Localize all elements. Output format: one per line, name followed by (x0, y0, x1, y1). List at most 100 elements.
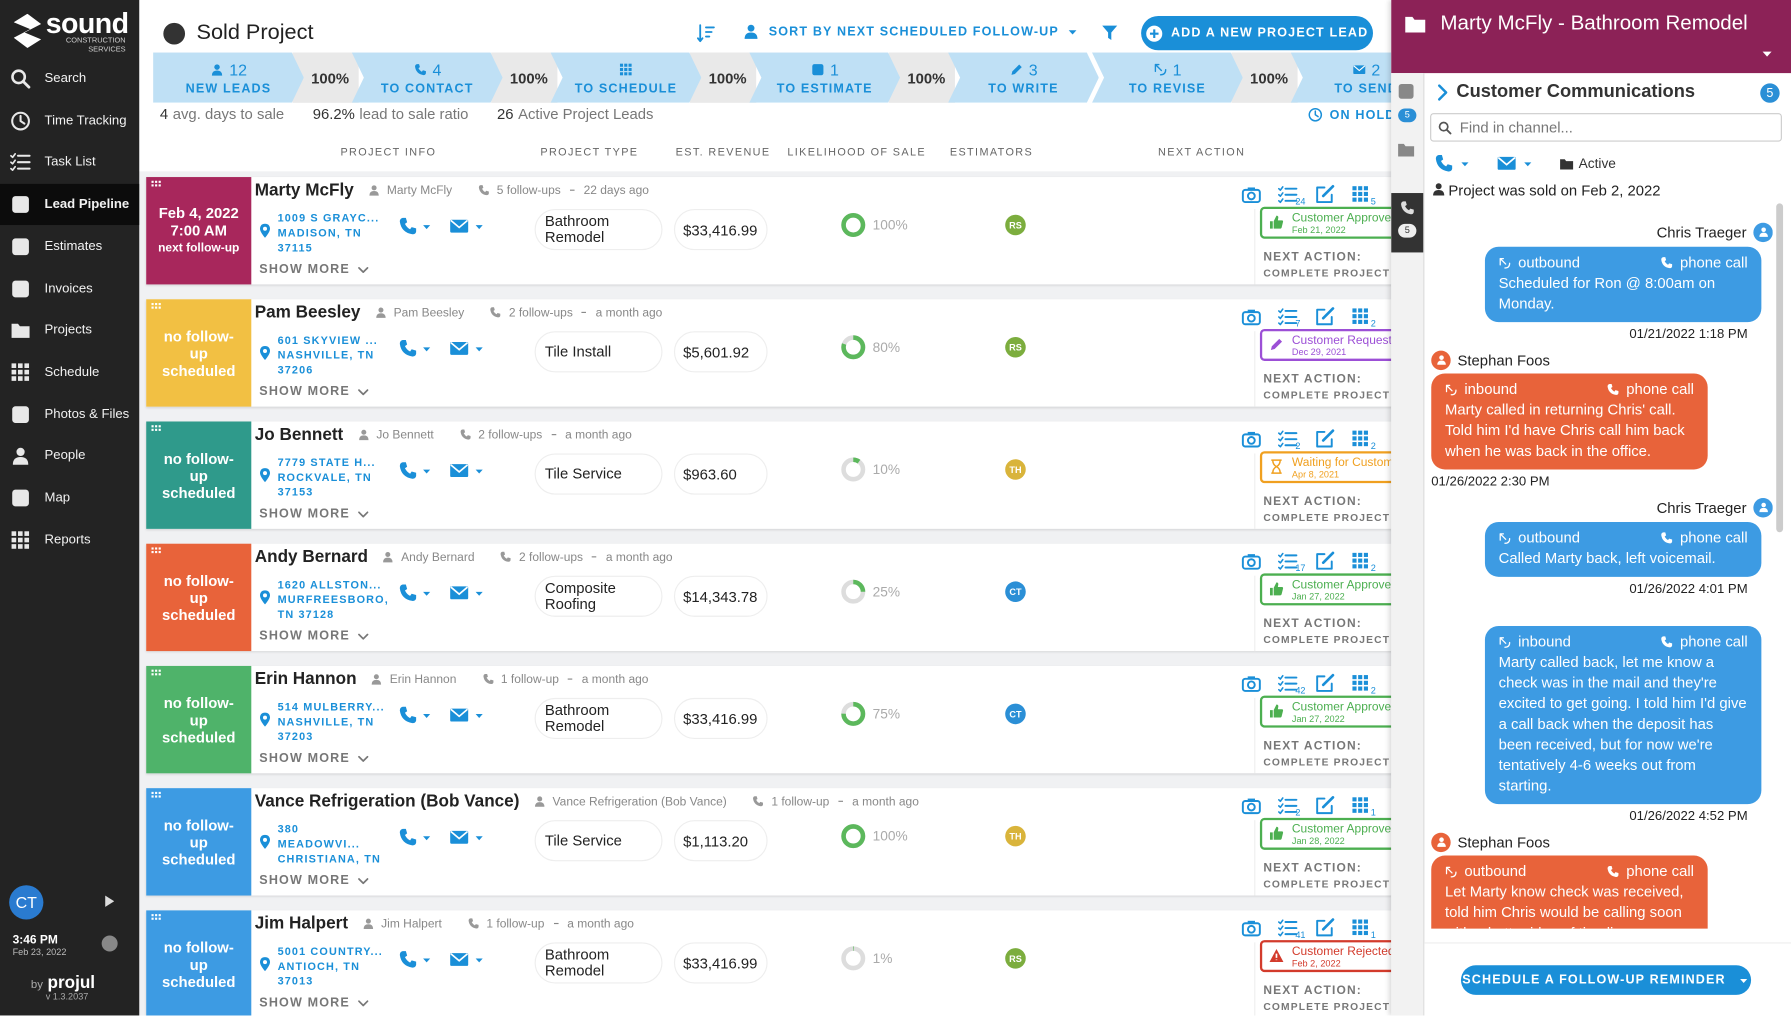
phone-icon[interactable] (398, 705, 419, 726)
tasks-icon[interactable] (1278, 429, 1298, 448)
tasks-icon[interactable] (1278, 796, 1298, 815)
mail-icon[interactable] (449, 338, 470, 359)
phone-icon[interactable] (398, 583, 419, 604)
address[interactable]: 514 MULBERRY... NASHVILLE, TN 37203 (278, 700, 385, 745)
mail-icon[interactable] (449, 460, 470, 481)
edit-icon[interactable] (1315, 796, 1335, 815)
address[interactable]: 1009 S GRAYC... MADISON, TN 37115 (278, 211, 380, 256)
tasks-icon[interactable] (1278, 918, 1298, 937)
nav-item[interactable]: Projects (0, 310, 139, 351)
nav-item[interactable]: Map (0, 477, 139, 518)
follow-up-block[interactable]: no follow-up scheduled (146, 665, 252, 774)
follow-up-block[interactable]: no follow-up scheduled (146, 543, 252, 652)
camera-icon[interactable] (1241, 796, 1261, 815)
edit-icon[interactable] (1315, 429, 1335, 448)
sort-dropdown[interactable]: SORT BY NEXT SCHEDULED FOLLOW-UP (742, 23, 1079, 40)
mail-icon[interactable] (449, 949, 470, 970)
show-more[interactable]: SHOW MORE (259, 752, 370, 765)
pipeline-stage[interactable]: 12 NEW LEADS (153, 52, 304, 103)
project-name[interactable]: Vance Refrigeration (Bob Vance) (254, 791, 520, 812)
address[interactable]: 601 SKYVIEW ... NASHVILLE, TN 37206 (278, 334, 378, 379)
nav-item[interactable]: Photos & Files (0, 394, 139, 435)
grid-icon[interactable] (1351, 552, 1369, 570)
phone-icon[interactable] (398, 338, 419, 359)
project-name[interactable]: Pam Beesley (254, 302, 361, 323)
tasks-icon[interactable] (1278, 307, 1298, 326)
follow-up-block[interactable]: no follow-up scheduled (146, 788, 252, 896)
phone-icon[interactable] (398, 216, 419, 237)
camera-icon[interactable] (1241, 918, 1261, 937)
show-more[interactable]: SHOW MORE (259, 996, 370, 1010)
follow-up-block[interactable]: no follow-up scheduled (146, 421, 252, 529)
grid-icon[interactable] (1351, 185, 1369, 203)
status-box[interactable]: Customer Request Dec 29, 2021 (1259, 328, 1392, 361)
pipeline-stage[interactable]: 4 TO CONTACT (351, 52, 503, 103)
nav-item[interactable]: Task List (0, 142, 139, 183)
show-more[interactable]: SHOW MORE (259, 385, 370, 399)
nav-item[interactable]: Estimates (0, 226, 139, 267)
filter-label[interactable]: Active (1578, 155, 1616, 172)
phone-icon[interactable] (1434, 153, 1455, 174)
status-box[interactable]: Customer Rejected Feb 2, 2022 (1259, 940, 1392, 973)
follow-up-block[interactable]: no follow-up scheduled (146, 910, 252, 1016)
nav-item[interactable]: Lead Pipeline (0, 184, 140, 226)
camera-icon[interactable] (1241, 185, 1261, 204)
address[interactable]: 1620 ALLSTON... MURFREESBORO, TN 37128 (278, 578, 389, 623)
show-more[interactable]: SHOW MORE (259, 263, 370, 276)
edit-icon[interactable] (1315, 551, 1335, 571)
nav-item[interactable]: Invoices (0, 268, 139, 309)
nav-item[interactable]: Search (0, 58, 139, 99)
show-more[interactable]: SHOW MORE (259, 629, 370, 643)
caret-icon[interactable] (1759, 46, 1775, 62)
pipeline-stage[interactable]: 1 TO REVISE (1092, 52, 1243, 103)
sidebar-toggle[interactable] (105, 895, 115, 907)
status-box[interactable]: Customer Approved Jan 28, 2022 (1259, 817, 1392, 850)
folder-icon[interactable] (1397, 140, 1415, 158)
box-icon[interactable] (1397, 82, 1415, 100)
add-lead-button[interactable]: ADD A NEW PROJECT LEAD (1141, 15, 1373, 51)
grid-icon[interactable] (1351, 307, 1369, 325)
chevR-icon[interactable] (1434, 83, 1452, 101)
phone-icon[interactable] (398, 949, 419, 970)
edit-icon[interactable] (1315, 307, 1335, 326)
mail-icon[interactable] (449, 827, 470, 848)
show-more[interactable]: SHOW MORE (259, 874, 370, 888)
nav-item[interactable]: Time Tracking (0, 100, 139, 141)
pipeline-stage[interactable]: 1 TO ESTIMATE (749, 52, 901, 103)
user-avatar[interactable]: CT (9, 885, 44, 920)
follow-up-block[interactable]: Feb 4, 2022 7:00 AM next follow-up (146, 177, 252, 285)
status-box[interactable]: Customer Approved Jan 27, 2022 (1259, 573, 1392, 606)
pipeline-stage[interactable]: 3 TO WRITE (948, 52, 1099, 103)
tasks-icon[interactable] (1278, 185, 1298, 204)
project-name[interactable]: Marty McFly (254, 180, 354, 200)
camera-icon[interactable] (1241, 307, 1261, 326)
mail-icon[interactable] (449, 583, 470, 604)
active-tab[interactable]: 5 (1391, 193, 1424, 253)
camera-icon[interactable] (1241, 429, 1261, 448)
edit-icon[interactable] (1315, 918, 1335, 937)
mail-icon[interactable] (1496, 153, 1517, 174)
tasks-icon[interactable] (1278, 552, 1298, 571)
filter-icon[interactable] (1101, 24, 1118, 41)
tasks-icon[interactable] (1278, 674, 1298, 693)
status-box[interactable]: Waiting for CustomerApr 8, 2021 (1259, 451, 1392, 484)
address[interactable]: 7779 STATE H... ROCKVALE, TN 37153 (278, 456, 376, 501)
grid-icon[interactable] (1351, 429, 1369, 447)
show-more[interactable]: SHOW MORE (259, 507, 370, 521)
status-box[interactable]: Customer Approved Feb 21, 2022 (1259, 206, 1392, 239)
reminder-button[interactable]: SCHEDULE A FOLLOW-UP REMINDER (1460, 965, 1752, 995)
address[interactable]: 5001 COUNTRY... ANTIOCH, TN 37013 (278, 945, 383, 990)
status-box[interactable]: Customer Approved Jan 27, 2022 (1259, 695, 1392, 728)
nav-item[interactable]: Reports (0, 519, 139, 560)
nav-item[interactable]: Schedule (0, 352, 139, 393)
address[interactable]: 380 MEADOWVI... CHRISTIANA, TN (278, 822, 381, 867)
nav-item[interactable]: People (0, 436, 139, 477)
sort-icon[interactable] (697, 24, 715, 43)
edit-icon[interactable] (1315, 673, 1335, 693)
camera-icon[interactable] (1241, 674, 1261, 693)
phone-icon[interactable] (398, 827, 419, 848)
project-name[interactable]: Erin Hannon (254, 669, 357, 689)
pipeline-stage[interactable]: TO SCHEDULE (550, 52, 702, 103)
on-hold-filter[interactable]: ON HOLD (1308, 107, 1391, 122)
mail-icon[interactable] (449, 705, 470, 726)
